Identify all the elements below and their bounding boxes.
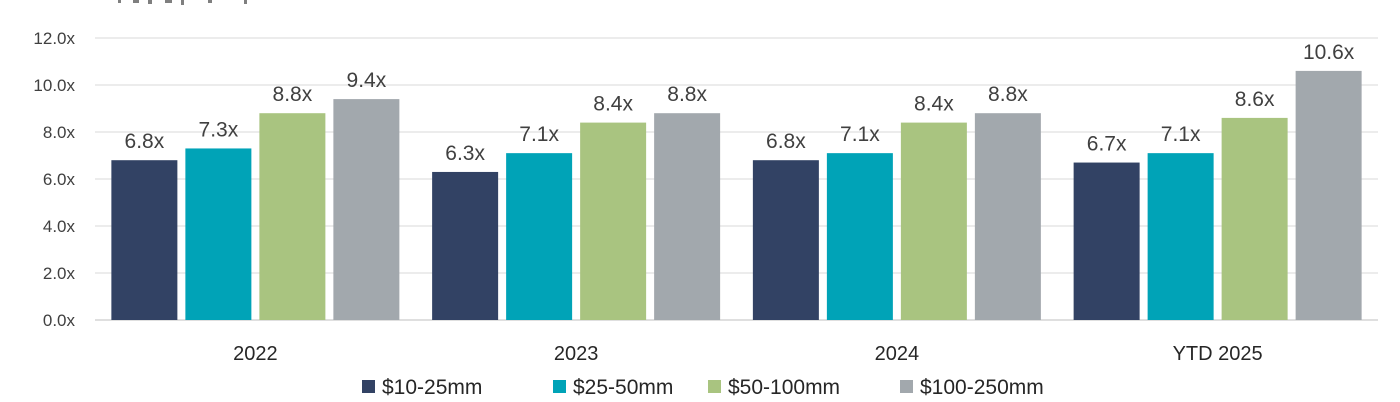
bar-10-25mm-2024: [752, 160, 819, 320]
data-label: 10.6x: [1303, 41, 1355, 64]
data-label: 6.3x: [445, 142, 485, 165]
data-label: 8.4x: [914, 93, 954, 116]
y-axis: 0.0x 2.0x 4.0x 6.0x 8.0x 10.0x 12.0x: [33, 29, 75, 330]
legend-swatch: [708, 380, 721, 393]
y-tick-label: 10.0x: [33, 76, 75, 95]
x-axis: 2022 2023 2024 YTD 2025: [233, 343, 1263, 365]
data-label: 8.8x: [988, 83, 1028, 106]
data-label: 7.1x: [840, 123, 880, 146]
x-category-label: 2022: [233, 343, 278, 365]
legend-item: $100-250mm: [900, 376, 1044, 399]
bar-100-250mm-2022: [333, 99, 400, 320]
y-tick-label: 4.0x: [43, 217, 76, 236]
legend-label: $100-250mm: [920, 376, 1044, 399]
data-label: 6.8x: [125, 130, 165, 153]
bars: [111, 70, 1362, 321]
legend-item: $10-25mm: [362, 376, 482, 399]
y-tick-label: 12.0x: [33, 29, 75, 48]
x-category-label: 2024: [875, 343, 920, 365]
bar-100-250mm-ytd-2025: [1295, 70, 1362, 321]
bar-50-100mm-2022: [259, 113, 326, 320]
legend-swatch: [362, 380, 375, 393]
y-tick-label: 8.0x: [43, 123, 76, 142]
data-label: 6.8x: [766, 130, 806, 153]
chart-title-fragment: [118, 0, 247, 5]
bar-25-50mm-ytd-2025: [1147, 153, 1214, 320]
y-tick-label: 2.0x: [43, 264, 76, 283]
legend-label: $10-25mm: [382, 376, 482, 399]
data-label: 8.8x: [273, 83, 313, 106]
data-label: 8.4x: [593, 93, 633, 116]
bar-10-25mm-ytd-2025: [1073, 162, 1140, 320]
y-tick-label: 0.0x: [43, 311, 76, 330]
data-label: 7.1x: [1161, 123, 1201, 146]
data-labels: 6.8x 7.3x 8.8x 9.4x 6.3x 7.1x 8.4x 8.8x 6.8x 7.1x…: [125, 41, 1355, 165]
bar-25-50mm-2023: [506, 153, 573, 320]
data-label: 7.1x: [519, 123, 559, 146]
bar-25-50mm-2024: [826, 153, 893, 320]
data-label: 8.6x: [1235, 88, 1275, 111]
legend-label: $25-50mm: [573, 376, 673, 399]
bar-10-25mm-2023: [432, 171, 499, 320]
bar-10-25mm-2022: [111, 160, 178, 320]
x-category-label: 2023: [554, 343, 599, 365]
data-label: 7.3x: [199, 118, 239, 141]
legend-swatch: [553, 380, 566, 393]
legend-item: $50-100mm: [708, 376, 840, 399]
legend-item: $25-50mm: [553, 376, 673, 399]
legend: $10-25mm $25-50mm $50-100mm $100-250mm: [362, 376, 1044, 399]
legend-label: $50-100mm: [728, 376, 840, 399]
bar-50-100mm-2023: [580, 122, 647, 320]
x-category-label: YTD 2025: [1173, 343, 1263, 365]
legend-swatch: [900, 380, 913, 393]
bar-50-100mm-2024: [900, 122, 967, 320]
bar-25-50mm-2022: [185, 148, 252, 320]
bar-100-250mm-2024: [974, 113, 1041, 320]
bar-100-250mm-2023: [654, 113, 721, 320]
data-label: 8.8x: [667, 83, 707, 106]
y-tick-label: 6.0x: [43, 170, 76, 189]
data-label: 9.4x: [347, 69, 387, 92]
bar-50-100mm-ytd-2025: [1221, 117, 1288, 321]
data-label: 6.7x: [1087, 133, 1127, 156]
